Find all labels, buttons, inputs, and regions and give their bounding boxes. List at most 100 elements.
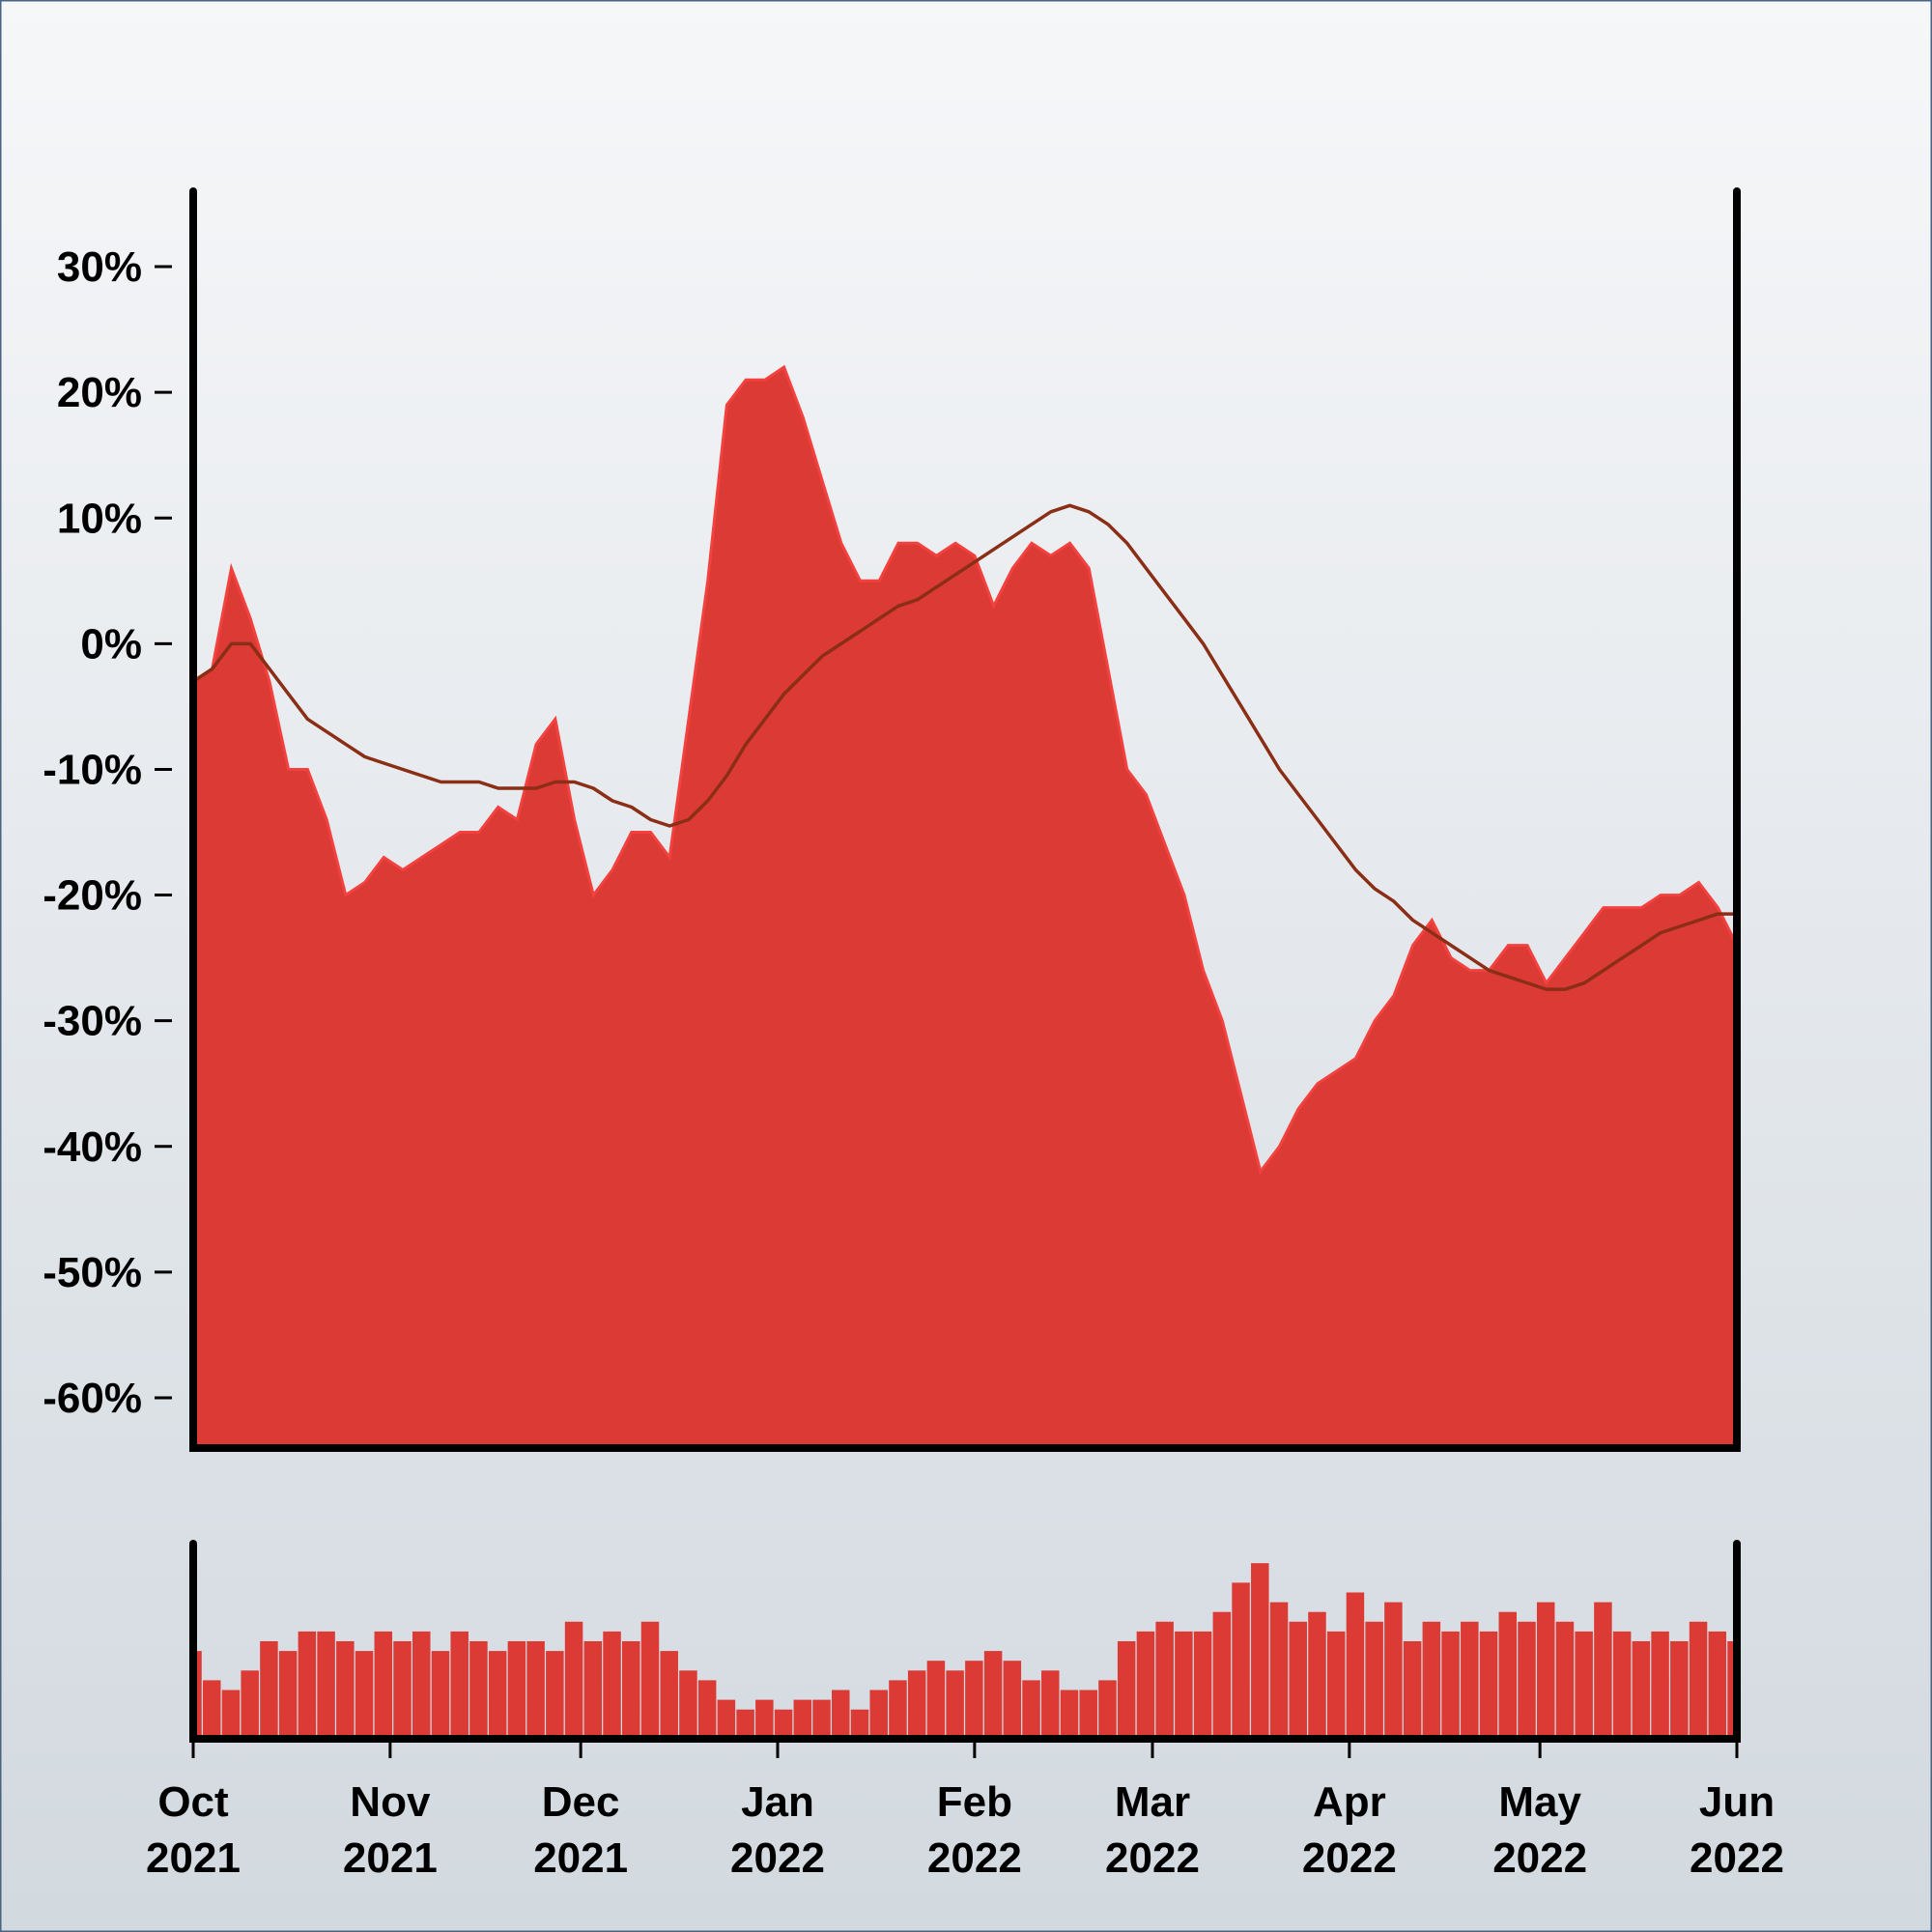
volume-bar [1612,1631,1632,1739]
volume-bar [1326,1631,1346,1739]
y-tick-label: -40% [43,1123,142,1171]
x-tick-label: Jan 2022 [730,1778,825,1882]
volume-bar [202,1680,221,1739]
volume-bar [1384,1602,1403,1739]
moving-average-line [192,503,1737,991]
volume-bar [1555,1621,1575,1739]
volume-bar [660,1651,678,1739]
volume-bar [1441,1631,1460,1739]
volume-bar [1136,1631,1155,1739]
volume-bar [1651,1631,1669,1739]
volume-bar [1498,1611,1518,1739]
volume-bar [1060,1690,1079,1739]
volume-bar [1022,1680,1040,1739]
volume-bar [1269,1602,1289,1739]
volume-bar [736,1709,754,1739]
volume-bar [469,1641,488,1739]
y-tick-label: 10% [57,495,142,542]
x-tick-label: Jun 2022 [1690,1778,1784,1882]
price-panel: 30% 20% 10% 0% -10% -20% -30% -40% -50% -60% [43,187,1741,1452]
volume-bar [1365,1621,1383,1739]
volume-bar [1041,1670,1060,1739]
axis-frame [189,1540,1741,1743]
volume-bar [965,1661,983,1739]
volume-bar [1708,1631,1727,1739]
volume-bar [1155,1621,1174,1739]
volume-bar [1117,1641,1136,1739]
y-tick-label: 30% [57,243,142,291]
volume-bar [1461,1621,1479,1739]
y-tick-label: -10% [43,746,142,793]
volume-bar [317,1631,335,1739]
volume-bar [336,1641,355,1739]
volume-bar [1232,1582,1250,1739]
volume-bar [1594,1602,1612,1739]
volume-bar [1346,1592,1365,1739]
volume-bar [679,1670,697,1739]
volume-bar [640,1621,660,1739]
volume-bar [583,1641,603,1739]
volume-bar [1403,1641,1422,1739]
volume-bar [393,1641,412,1739]
volume-bar [1518,1621,1536,1739]
volume-bar [278,1651,298,1739]
volume-bar [946,1670,964,1739]
y-tick-label: -50% [43,1249,142,1296]
volume-bar [1632,1641,1651,1739]
volume-bar [869,1690,888,1739]
volume-bar [1193,1631,1212,1739]
volume-bar [564,1621,583,1739]
volume-bar [1308,1611,1326,1739]
volume-bar [1422,1621,1441,1739]
y-tick-label: 20% [57,369,142,416]
volume-bar [1098,1680,1117,1739]
x-tick-label: May 2022 [1492,1778,1587,1882]
volume-bar [774,1709,793,1739]
volume-bar [832,1690,850,1739]
volume-bar [889,1680,907,1739]
volume-bar [431,1651,450,1739]
axis-frame [189,187,1741,1452]
volume-bar [488,1651,507,1739]
volume-bar [193,1651,202,1739]
volume-bar [412,1631,431,1739]
y-tick-label: -60% [43,1375,142,1422]
x-tick-label: Feb 2022 [927,1778,1022,1882]
volume-bar [983,1651,1003,1739]
volume-bar [755,1699,774,1739]
volume-bar [622,1641,640,1739]
volume-bar [926,1661,946,1739]
volume-bar [241,1670,259,1739]
volume-bar [298,1631,317,1739]
volume-bar [450,1631,469,1739]
price-area [191,364,1739,1450]
volume-bar [221,1690,241,1739]
x-tick-label: Nov 2021 [343,1778,438,1882]
volume-bar [697,1680,717,1739]
x-tick-label: Dec 2021 [533,1778,628,1882]
volume-bar [1289,1621,1307,1739]
volume-bar [526,1641,545,1739]
volume-bar [1003,1661,1022,1739]
volume-bar [907,1670,926,1739]
x-tick-label: Oct 2021 [146,1778,241,1882]
volume-bar [1727,1641,1736,1739]
volume-bar [1575,1631,1593,1739]
volume-bar [1251,1563,1269,1739]
x-tick-label: Apr 2022 [1302,1778,1397,1882]
volume-bar [812,1699,831,1739]
volume-bar [1670,1641,1689,1739]
volume-bar [1536,1602,1555,1739]
volume-bar [1175,1631,1193,1739]
volume-bar [717,1699,736,1739]
volume-bar [546,1651,564,1739]
volume-bar [603,1631,621,1739]
y-tick-label: -30% [43,998,142,1045]
volume-bar [1479,1631,1498,1739]
volume-bar [507,1641,526,1739]
volume-bar [793,1699,812,1739]
volume-bar [1689,1621,1708,1739]
volume-bar [1212,1611,1232,1739]
volume-bar [260,1641,278,1739]
